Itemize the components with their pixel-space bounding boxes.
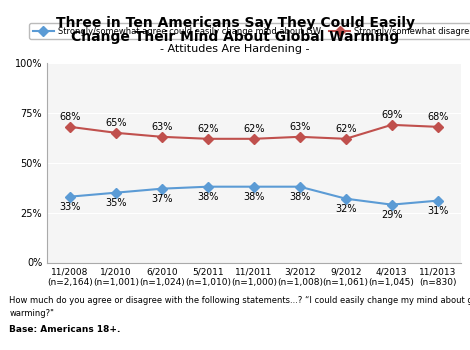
Text: 35%: 35%	[105, 198, 127, 208]
Text: Change Their Mind About Global Warming: Change Their Mind About Global Warming	[71, 30, 399, 44]
Text: 69%: 69%	[381, 110, 402, 120]
Text: 31%: 31%	[427, 206, 448, 216]
Text: 63%: 63%	[151, 122, 172, 132]
Text: 37%: 37%	[151, 194, 172, 204]
Text: 65%: 65%	[105, 118, 127, 128]
Text: - Attitudes Are Hardening -: - Attitudes Are Hardening -	[160, 44, 310, 54]
Text: 38%: 38%	[197, 192, 219, 202]
Text: 68%: 68%	[427, 112, 448, 122]
Text: 62%: 62%	[197, 124, 219, 134]
Text: 29%: 29%	[381, 210, 402, 220]
Text: 38%: 38%	[243, 192, 265, 202]
Text: warming?": warming?"	[9, 309, 54, 318]
Text: 68%: 68%	[59, 112, 81, 122]
Text: 63%: 63%	[289, 122, 311, 132]
Text: 62%: 62%	[335, 124, 356, 134]
Text: 38%: 38%	[289, 192, 311, 202]
Text: Three in Ten Americans Say They Could Easily: Three in Ten Americans Say They Could Ea…	[55, 16, 415, 30]
Legend: Strongly/somewhat agree could easily change mind about GW, Strongly/somewhat dis: Strongly/somewhat agree could easily cha…	[30, 23, 470, 39]
Text: Base: Americans 18+.: Base: Americans 18+.	[9, 325, 121, 334]
Text: 32%: 32%	[335, 204, 356, 214]
Text: 33%: 33%	[59, 202, 81, 212]
Text: How much do you agree or disagree with the following statements...? “I could eas: How much do you agree or disagree with t…	[9, 296, 470, 305]
Text: 62%: 62%	[243, 124, 265, 134]
